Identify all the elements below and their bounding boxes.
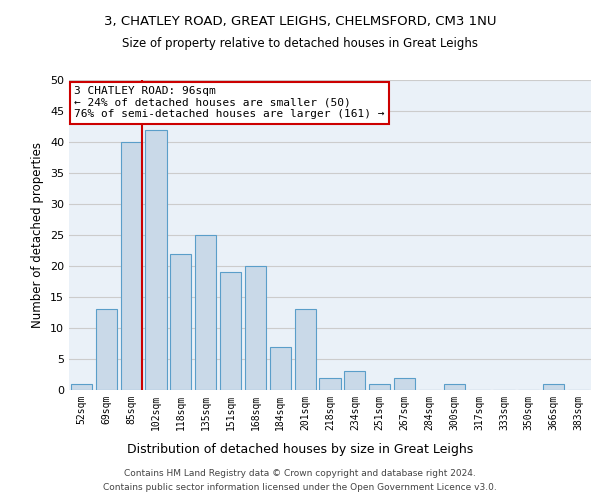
Bar (245, 266, 266, 390)
Text: 3 CHATLEY ROAD: 96sqm
← 24% of detached houses are smaller (50)
76% of semi-deta: 3 CHATLEY ROAD: 96sqm ← 24% of detached … (74, 86, 385, 120)
Bar (96, 310, 117, 390)
Text: Contains public sector information licensed under the Open Government Licence v3: Contains public sector information licen… (103, 484, 497, 492)
Text: Size of property relative to detached houses in Great Leighs: Size of property relative to detached ho… (122, 38, 478, 51)
Bar (71, 384, 92, 390)
Bar (444, 384, 465, 390)
Bar (369, 384, 390, 390)
Bar (543, 384, 564, 390)
Text: Contains HM Land Registry data © Crown copyright and database right 2024.: Contains HM Land Registry data © Crown c… (124, 468, 476, 477)
Y-axis label: Number of detached properties: Number of detached properties (31, 142, 44, 328)
Bar (145, 130, 167, 390)
Bar (220, 272, 241, 390)
Bar (319, 378, 341, 390)
Bar (394, 378, 415, 390)
Bar (295, 310, 316, 390)
Bar (121, 142, 142, 390)
Bar (270, 346, 291, 390)
Text: 3, CHATLEY ROAD, GREAT LEIGHS, CHELMSFORD, CM3 1NU: 3, CHATLEY ROAD, GREAT LEIGHS, CHELMSFOR… (104, 15, 496, 28)
Bar (170, 254, 191, 390)
Text: Distribution of detached houses by size in Great Leighs: Distribution of detached houses by size … (127, 442, 473, 456)
Bar (344, 372, 365, 390)
Bar (195, 235, 216, 390)
